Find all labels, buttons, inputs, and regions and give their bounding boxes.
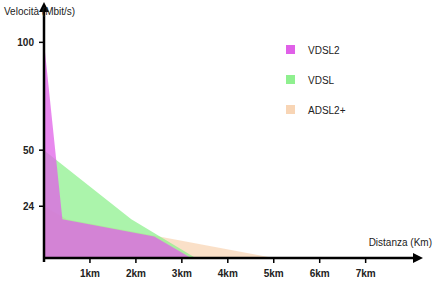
legend-swatch [286,45,295,54]
x-tick-label: 7km [356,268,376,279]
x-axis-arrow [413,253,423,263]
y-tick [39,42,44,44]
legend-swatch [286,105,295,114]
x-tick [273,258,275,263]
x-tick-label: 1km [80,268,100,279]
x-tick [365,258,367,263]
x-axis [44,257,415,260]
x-tick [89,258,91,263]
legend-label: VDSL [308,75,335,86]
area [44,42,191,258]
legend: VDSL2 VDSL ADSL2+ [286,45,346,116]
x-tick [135,258,137,263]
chart: 1km 2km 3km 4km 5km 6km 7km 24 50 100 Velocità (Mb… [0,0,440,305]
y-tick-label: 100 [17,37,34,48]
plot-area [44,42,274,258]
x-tick-label: 6km [310,268,330,279]
legend-label: ADSL2+ [308,105,346,116]
x-tick [319,258,321,263]
y-axis-label: Velocità (Mbit/s) [4,6,75,17]
legend-label: VDSL2 [308,45,340,56]
x-tick [227,258,229,263]
x-axis-label: Distanza (Km) [369,237,432,248]
x-tick-label: 5km [264,268,284,279]
y-tick [39,205,44,207]
y-tick-label: 50 [23,145,35,156]
y-tick [39,149,44,151]
y-axis [43,8,46,262]
y-tick-label: 24 [23,201,35,212]
x-tick [181,258,183,263]
x-tick-label: 2km [126,268,146,279]
x-tick-label: 3km [172,268,192,279]
legend-swatch [286,75,295,84]
x-tick-label: 4km [218,268,238,279]
